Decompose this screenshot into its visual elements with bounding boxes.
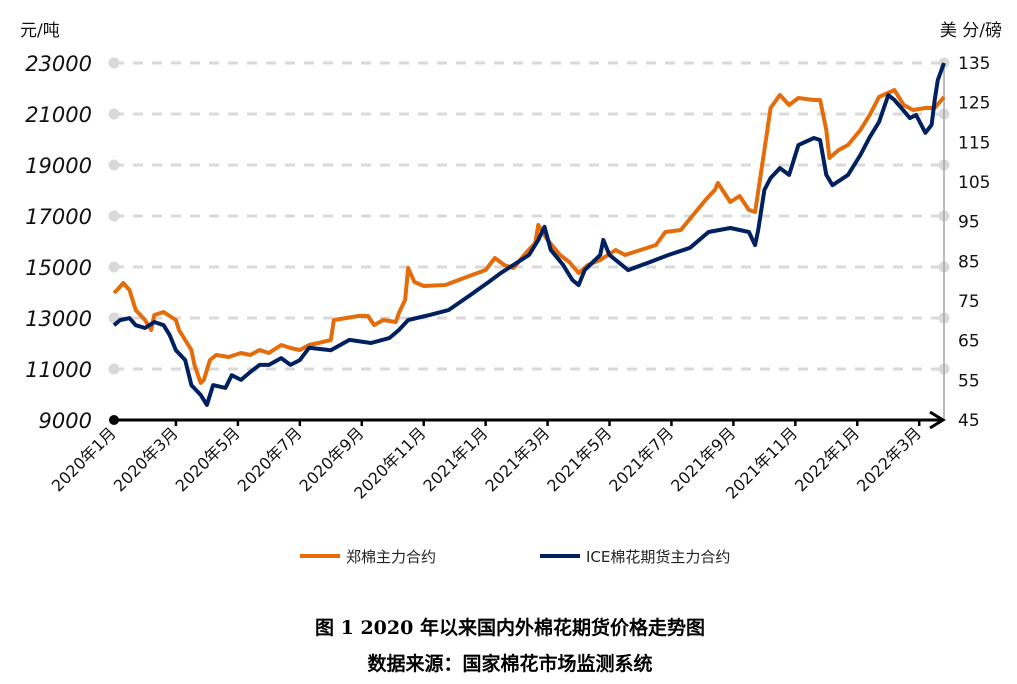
right-tick-label: 95	[958, 213, 980, 233]
right-tick-label: 125	[958, 94, 990, 114]
x-tick-label: 2020年7月	[234, 423, 306, 495]
left-tick-label: 13000	[25, 307, 92, 331]
left-tick-label: 17000	[25, 205, 92, 229]
series-line-ice	[112, 62, 946, 407]
grid-dot-left	[108, 210, 120, 222]
left-axis-unit: 元/吨	[20, 21, 60, 41]
x-axis-origin-dot	[109, 415, 119, 425]
axes	[109, 63, 946, 430]
left-tick-label: 23000	[25, 52, 92, 76]
right-tick-label: 115	[958, 133, 990, 153]
chart-source: 数据来源：国家棉花市场监测系统	[367, 652, 652, 675]
legend: 郑棉主力合约 ICE棉花期货主力合约	[300, 548, 730, 566]
grid-dot-left	[108, 159, 120, 171]
right-tick-label: 75	[958, 292, 980, 312]
x-tick-label: 2021年3月	[481, 423, 553, 495]
left-tick-label: 11000	[25, 358, 92, 382]
left-tick-label: 21000	[25, 103, 92, 127]
grid-dot-left	[108, 57, 120, 69]
tick-labels: 9000 11000 13000 15000 17000 19000 21000 23000 4…	[25, 52, 990, 503]
gridlines	[108, 57, 950, 375]
right-tick-label: 85	[958, 252, 980, 272]
right-tick-label: 105	[958, 173, 990, 193]
right-tick-label: 45	[958, 411, 980, 431]
left-tick-label: 9000	[39, 409, 92, 433]
x-tick-label: 2022年3月	[853, 423, 925, 495]
x-tick-label: 2021年1月	[419, 423, 491, 495]
right-tick-label: 135	[958, 54, 990, 74]
chart-title: 图 1 2020 年以来国内外棉花期货价格走势图	[315, 616, 705, 639]
x-tick-label: 2020年5月	[172, 423, 244, 495]
x-tick-label: 2021年5月	[543, 423, 615, 495]
left-tick-label: 15000	[25, 256, 92, 280]
series-line-zce	[112, 88, 946, 385]
grid-dot-left	[108, 363, 120, 375]
grid-dot-left	[108, 108, 120, 120]
right-tick-label: 55	[958, 371, 980, 391]
right-tick-label: 65	[958, 332, 980, 352]
legend-label-ice: ICE棉花期货主力合约	[586, 548, 730, 566]
series-lines	[112, 62, 946, 407]
x-tick-label: 2021年7月	[605, 423, 677, 495]
legend-label-zce: 郑棉主力合约	[346, 548, 436, 566]
x-tick-label: 2022年1月	[791, 423, 863, 495]
x-axis-arrow	[929, 410, 946, 430]
left-tick-label: 19000	[25, 154, 92, 178]
x-tick-label: 2020年3月	[110, 423, 182, 495]
x-tick-label: 2020年1月	[48, 423, 120, 495]
grid-dot-left	[108, 261, 120, 273]
right-axis-unit: 美 分/磅	[940, 21, 1002, 41]
